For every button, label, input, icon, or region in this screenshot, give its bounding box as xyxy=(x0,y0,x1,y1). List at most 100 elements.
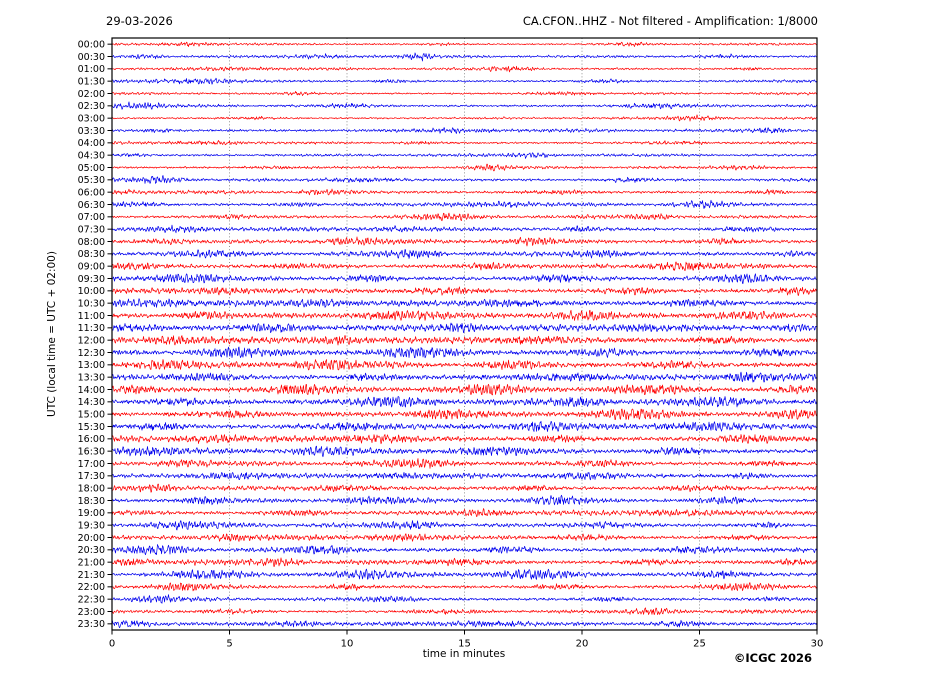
y-tick-label: 12:00 xyxy=(78,335,105,346)
trace-22:00 xyxy=(111,582,818,592)
x-tick-label: 5 xyxy=(226,639,232,650)
x-tick-label: 30 xyxy=(811,639,824,650)
trace-19:00 xyxy=(111,508,818,517)
x-tick-label: 0 xyxy=(109,639,115,650)
y-tick-label: 08:30 xyxy=(78,249,105,260)
trace-23:00 xyxy=(111,607,818,615)
trace-14:00 xyxy=(111,383,818,396)
y-tick-label: 06:30 xyxy=(78,200,105,211)
y-tick-label: 03:30 xyxy=(78,126,105,137)
trace-04:30 xyxy=(111,152,818,159)
y-tick-label: 13:00 xyxy=(78,360,105,371)
trace-20:00 xyxy=(111,533,818,542)
trace-06:30 xyxy=(111,199,818,210)
y-tick-label: 02:00 xyxy=(78,89,105,100)
y-tick-label: 00:00 xyxy=(78,39,105,50)
y-tick-label: 19:30 xyxy=(78,520,105,531)
y-tick-label: 02:30 xyxy=(78,101,105,112)
y-tick-label: 20:30 xyxy=(78,545,105,556)
y-tick-label: 17:00 xyxy=(78,459,105,470)
y-tick-label: 15:30 xyxy=(78,422,105,433)
trace-07:00 xyxy=(111,212,818,222)
trace-08:30 xyxy=(111,249,818,259)
trace-08:00 xyxy=(111,236,818,247)
trace-21:00 xyxy=(111,557,818,568)
trace-11:00 xyxy=(111,309,818,321)
y-tick-label: 10:30 xyxy=(78,298,105,309)
x-tick-label: 25 xyxy=(693,639,706,650)
y-tick-label: 05:30 xyxy=(78,175,105,186)
copyright-text: ©ICGC 2026 xyxy=(734,651,812,665)
y-tick-label: 21:30 xyxy=(78,570,105,581)
date-title: 29-03-2026 xyxy=(106,14,173,28)
trace-01:00 xyxy=(111,65,818,73)
trace-10:30 xyxy=(111,298,818,308)
trace-19:30 xyxy=(111,520,818,531)
y-tick-label: 22:30 xyxy=(78,594,105,605)
y-tick-label: 16:30 xyxy=(78,446,105,457)
y-tick-label: 09:00 xyxy=(78,261,105,272)
trace-03:30 xyxy=(111,127,818,134)
trace-09:30 xyxy=(111,273,818,284)
y-tick-label: 06:00 xyxy=(78,187,105,198)
y-tick-label: 10:00 xyxy=(78,286,105,297)
y-tick-label: 08:00 xyxy=(78,237,105,248)
station-title: CA.CFON..HHZ - Not filtered - Amplificat… xyxy=(523,14,818,28)
trace-09:00 xyxy=(111,261,818,272)
trace-15:30 xyxy=(111,420,818,432)
y-tick-label: 01:30 xyxy=(78,76,105,87)
y-tick-label: 23:00 xyxy=(78,607,105,618)
trace-13:30 xyxy=(111,371,818,383)
y-tick-label: 19:00 xyxy=(78,508,105,519)
trace-06:00 xyxy=(111,188,818,196)
trace-00:00 xyxy=(111,41,818,47)
y-tick-label: 18:00 xyxy=(78,483,105,494)
trace-00:30 xyxy=(111,52,818,62)
trace-02:30 xyxy=(111,101,818,110)
y-tick-label: 13:30 xyxy=(78,372,105,383)
trace-20:30 xyxy=(111,544,818,556)
trace-16:00 xyxy=(111,434,818,445)
trace-17:00 xyxy=(111,458,818,469)
trace-17:30 xyxy=(111,472,818,481)
y-tick-label: 18:30 xyxy=(78,496,105,507)
y-tick-label: 09:30 xyxy=(78,274,105,285)
plot-frame xyxy=(111,37,818,631)
y-tick-label: 14:00 xyxy=(78,385,105,396)
trace-16:30 xyxy=(111,445,818,458)
y-axis-label: UTC (local time = UTC + 02:00) xyxy=(46,251,58,417)
y-tick-label: 16:00 xyxy=(78,434,105,445)
x-tick-label: 15 xyxy=(458,639,471,650)
trace-18:00 xyxy=(111,483,818,493)
y-tick-label: 17:30 xyxy=(78,471,105,482)
y-tick-label: 15:00 xyxy=(78,409,105,420)
y-tick-label: 04:30 xyxy=(78,150,105,161)
y-tick-label: 01:00 xyxy=(78,64,105,75)
trace-area xyxy=(111,41,818,629)
trace-18:30 xyxy=(111,494,818,506)
trace-01:30 xyxy=(111,77,818,85)
y-tick-label: 21:00 xyxy=(78,557,105,568)
trace-14:30 xyxy=(111,396,818,408)
trace-21:30 xyxy=(111,568,818,580)
trace-10:00 xyxy=(111,286,818,296)
x-axis-label: time in minutes xyxy=(423,648,505,660)
trace-22:30 xyxy=(111,594,818,604)
y-tick-label: 07:00 xyxy=(78,212,105,223)
y-tick-label: 04:00 xyxy=(78,138,105,149)
y-tick-label: 00:30 xyxy=(78,52,105,63)
y-tick-label: 11:00 xyxy=(78,311,105,322)
trace-12:30 xyxy=(111,346,818,359)
y-tick-label: 11:30 xyxy=(78,323,105,334)
trace-15:00 xyxy=(111,408,818,420)
y-tick-label: 05:00 xyxy=(78,163,105,174)
trace-05:30 xyxy=(111,175,818,184)
trace-05:00 xyxy=(111,163,818,172)
y-tick-label: 03:00 xyxy=(78,113,105,124)
y-tick-label: 20:00 xyxy=(78,533,105,544)
trace-07:30 xyxy=(111,224,818,234)
trace-04:00 xyxy=(111,140,818,146)
y-tick-label: 07:30 xyxy=(78,224,105,235)
